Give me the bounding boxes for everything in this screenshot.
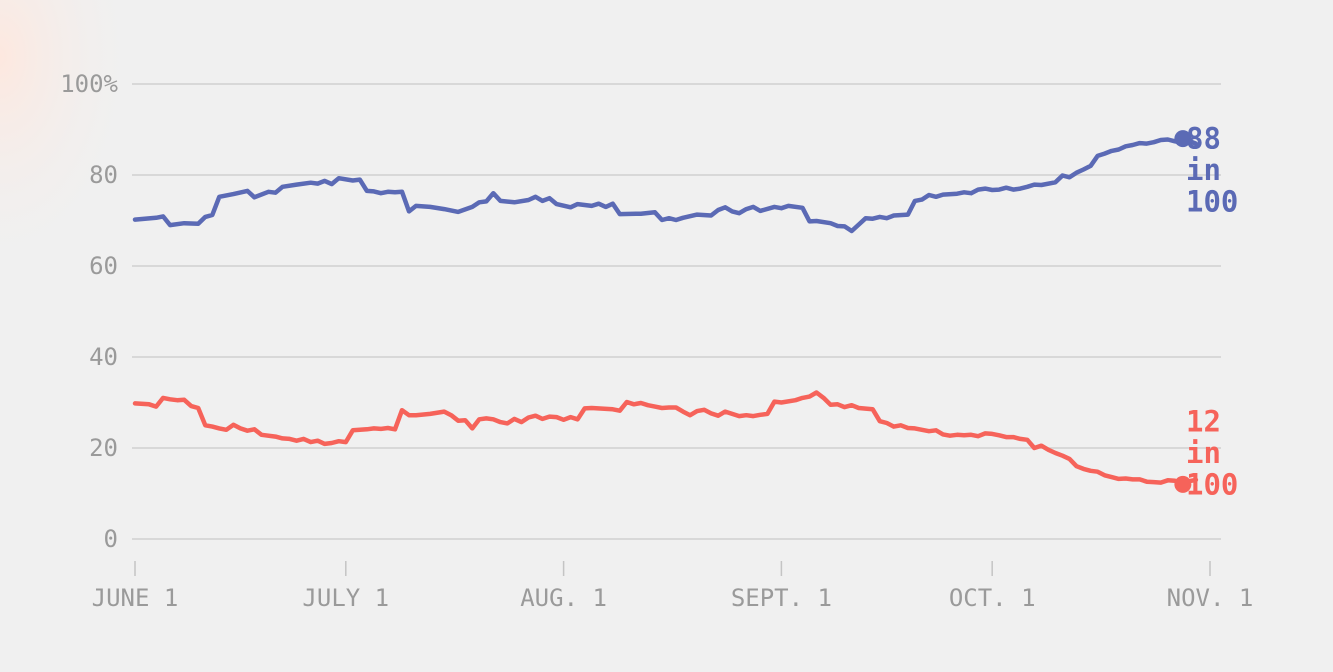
x-tick-label: AUG. 1 xyxy=(520,584,607,612)
series-line-1 xyxy=(132,390,1199,486)
y-tick-label: 100% xyxy=(60,70,118,98)
series-end-dot-1 xyxy=(1174,475,1192,493)
series-line-0 xyxy=(132,137,1199,234)
x-tick-label: OCT. 1 xyxy=(949,584,1036,612)
x-tick-label: JUNE 1 xyxy=(92,584,179,612)
series-end-label-1: 100 xyxy=(1186,467,1238,501)
x-tick-label: NOV. 1 xyxy=(1167,584,1254,612)
series-end-label-0: 100 xyxy=(1186,185,1238,219)
x-tick-label: JULY 1 xyxy=(302,584,389,612)
background-glow xyxy=(0,0,240,380)
y-tick-label: 0 xyxy=(104,525,118,553)
x-axis: JUNE 1 JULY 1 AUG. 1 SEPT. 1 OCT. 1 NOV. 1 xyxy=(92,561,1254,612)
series-end-label-1: in xyxy=(1186,436,1221,470)
series-end-dot-0 xyxy=(1174,130,1192,148)
y-tick-label: 40 xyxy=(89,343,118,371)
series-end-label-1: 12 xyxy=(1186,404,1221,438)
series-lines xyxy=(132,130,1199,493)
y-tick-labels: 0 20 40 60 80 100% xyxy=(60,70,118,553)
y-tick-label: 20 xyxy=(89,434,118,462)
y-tick-label: 60 xyxy=(89,252,118,280)
y-tick-label: 80 xyxy=(89,161,118,189)
y-gridlines xyxy=(132,83,1221,540)
series-end-label-0: 88 xyxy=(1186,122,1221,156)
series-end-label-0: in xyxy=(1186,153,1221,187)
x-tick-label: SEPT. 1 xyxy=(731,584,832,612)
